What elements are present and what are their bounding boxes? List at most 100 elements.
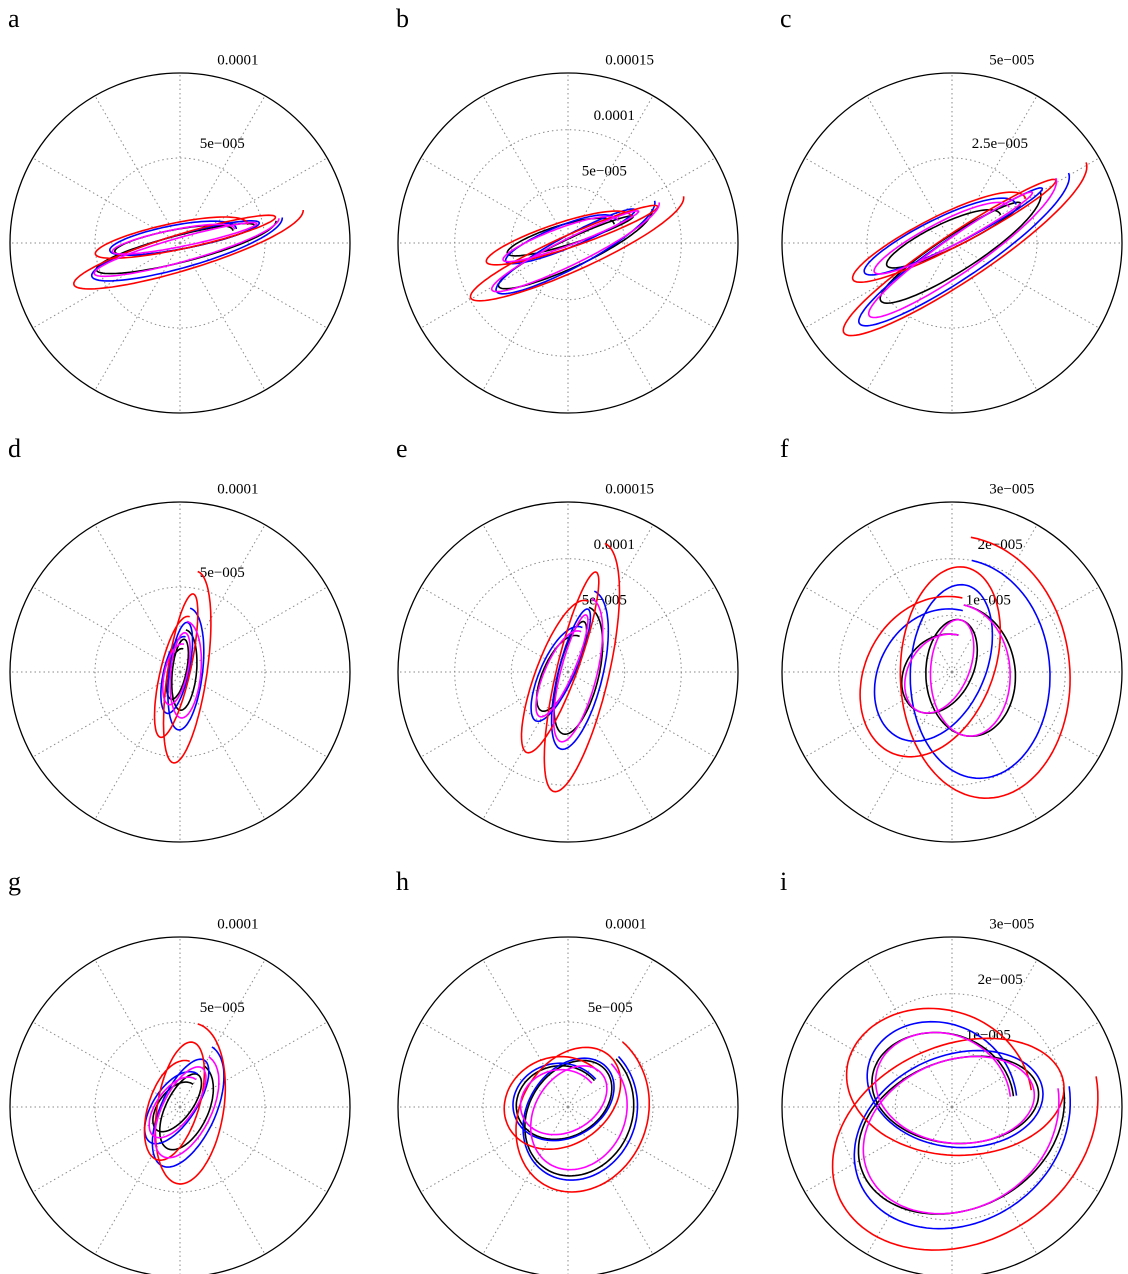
grid-spoke (482, 242, 569, 391)
grid-spoke (951, 1021, 1100, 1108)
grid-spoke (567, 1106, 654, 1255)
trace-line-c1 (535, 606, 604, 735)
grid-spoke (94, 1106, 181, 1255)
grid-spoke (567, 959, 654, 1108)
radial-tick-label: 0.00015 (605, 53, 654, 69)
grid-spoke (94, 671, 181, 820)
outer-ring (397, 936, 739, 1274)
grid-spoke (32, 242, 181, 329)
grid-spoke (567, 671, 716, 758)
grid-spoke (179, 671, 266, 820)
grid-spoke (179, 1106, 266, 1255)
grid-spoke (94, 959, 181, 1108)
grid-spoke (951, 671, 1100, 758)
radial-tick-label: 0.0001 (217, 482, 258, 498)
grid-spoke (482, 959, 569, 1108)
outer-ring (781, 936, 1123, 1274)
outer-ring (9, 936, 351, 1274)
trace-line-c3 (520, 542, 621, 793)
grid-spoke (951, 671, 1038, 820)
radial-tick-label: 0.0001 (217, 53, 258, 69)
grid-ring (94, 1021, 266, 1193)
grid-spoke (951, 95, 1038, 244)
radial-tick-label: 5e−005 (200, 1000, 245, 1016)
trace-line-c2 (143, 1046, 225, 1168)
trace-line-c2 (512, 1055, 639, 1181)
trace-line-c3 (143, 1023, 227, 1185)
grid-spoke (567, 1021, 716, 1108)
trace-line-c1 (515, 1058, 635, 1177)
panel-letter: h (396, 867, 409, 896)
grid-ring (454, 558, 682, 786)
grid-ring (894, 1049, 1010, 1165)
grid-spoke (951, 157, 1100, 244)
grid-spoke (804, 586, 953, 673)
grid-spoke (420, 586, 569, 673)
grid-ring (510, 185, 626, 301)
panel-letter: c (780, 4, 792, 33)
trace-line-c4 (867, 177, 1058, 319)
panel-letter: f (780, 434, 789, 463)
grid-ring (894, 614, 1010, 730)
grid-spoke (179, 671, 328, 758)
radial-tick-label: 0.0001 (605, 917, 646, 933)
radial-tick-label: 1e−005 (966, 593, 1011, 609)
grid-spoke (94, 242, 181, 391)
grid-spoke (951, 959, 1038, 1108)
grid-spoke (179, 242, 328, 329)
panel-letter: g (8, 867, 21, 896)
trace-line-c3 (503, 1041, 650, 1193)
trace-line-c2 (853, 1020, 1071, 1230)
panel-letter: b (396, 4, 409, 33)
grid-spoke (482, 1106, 569, 1255)
radial-tick-label: 5e−005 (200, 136, 245, 152)
grid-spoke (32, 671, 181, 758)
trace-line-c2 (530, 590, 610, 751)
trace-line-c3 (859, 536, 1071, 799)
grid-spoke (420, 1021, 569, 1108)
grid-spoke (32, 586, 181, 673)
trace-line-c2 (160, 607, 205, 731)
radial-tick-label: 0.0001 (594, 537, 635, 553)
radial-tick-label: 2.5e−005 (972, 136, 1028, 152)
grid-spoke (866, 959, 953, 1108)
grid-spoke (567, 671, 654, 820)
trace-line-c4 (148, 1056, 220, 1159)
grid-spoke (951, 1106, 1038, 1255)
grid-spoke (420, 1106, 569, 1193)
grid-spoke (32, 1021, 181, 1108)
grid-spoke (866, 524, 953, 673)
grid-spoke (94, 95, 181, 244)
grid-spoke (482, 95, 569, 244)
trace-line-c4 (162, 620, 203, 719)
grid-spoke (866, 671, 953, 820)
trace-line-c4 (862, 1031, 1060, 1215)
grid-spoke (179, 1106, 328, 1193)
trace-line-c3 (469, 196, 685, 302)
grid-spoke (482, 524, 569, 673)
grid-ring (838, 993, 1066, 1221)
grid-spoke (951, 1106, 1100, 1193)
polar-plot-b: b 0.00015 0.0001 5e−005 (396, 4, 739, 414)
radial-tick-label: 0.0001 (217, 917, 258, 933)
radial-tick-label: 2e−005 (978, 972, 1023, 988)
trace-line-c4 (490, 202, 660, 293)
trace-line-c3 (842, 162, 1088, 337)
polar-plot-f: f 3e−005 2e−005 1e−005 (780, 434, 1123, 843)
trace-line-c2 (858, 172, 1071, 327)
radial-tick-label: 5e−005 (582, 593, 627, 609)
outer-ring (397, 72, 739, 414)
panel-letter: e (396, 434, 408, 463)
radial-tick-label: 2e−005 (978, 537, 1023, 553)
outer-ring (9, 501, 351, 843)
radial-tick-label: 5e−005 (582, 164, 627, 180)
polar-plot-e: e 0.00015 0.0001 5e−005 (396, 434, 739, 843)
trace-line-c4 (904, 604, 1011, 737)
trace-line-c3 (831, 1007, 1099, 1251)
trace-line-c4 (519, 1063, 628, 1171)
grid-spoke (866, 242, 953, 391)
grid-spoke (179, 959, 266, 1108)
panel-letter: d (8, 434, 21, 463)
